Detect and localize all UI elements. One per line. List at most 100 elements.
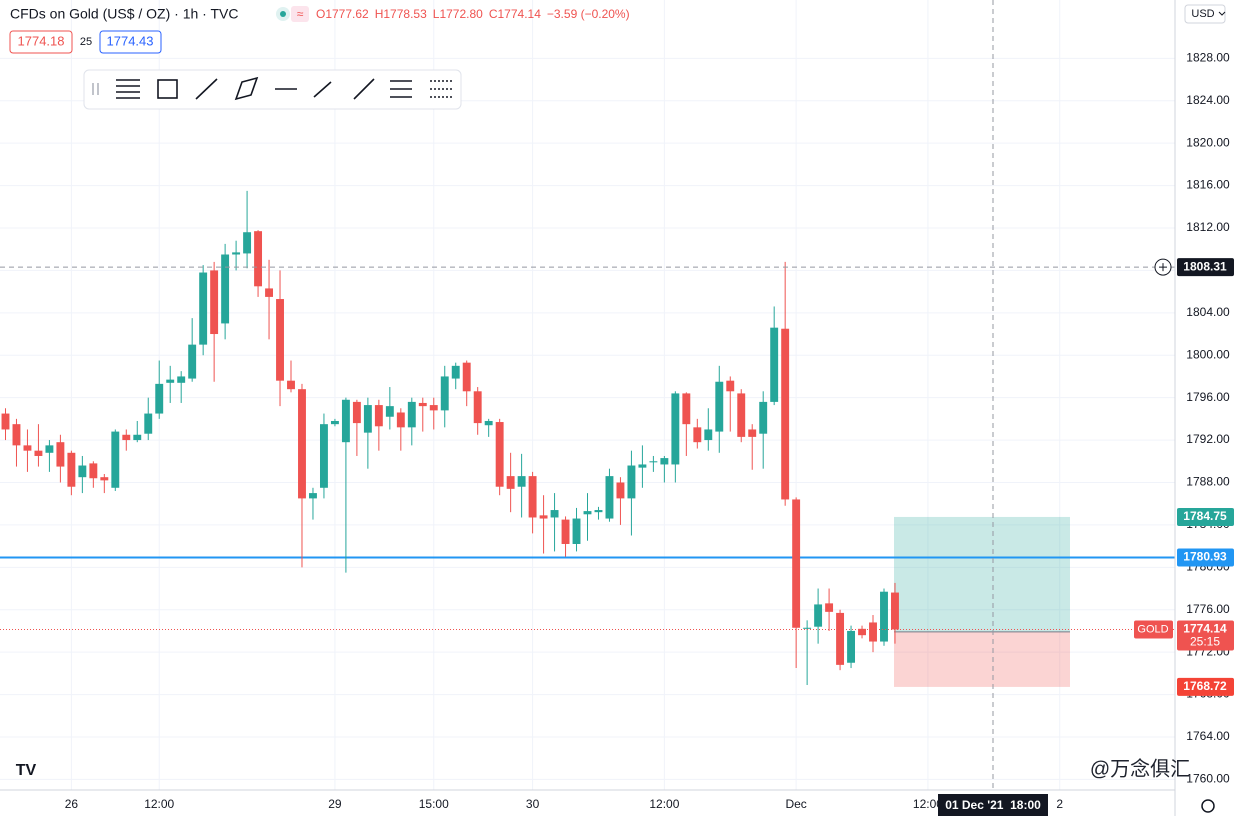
symbol-badge-bg	[1134, 620, 1173, 639]
tool-arrow[interactable]	[195, 78, 218, 100]
candle-body	[561, 519, 570, 544]
ask-price: 1774.43	[107, 33, 154, 48]
tv-logo[interactable]: TV	[16, 762, 37, 779]
candle-body	[232, 252, 241, 255]
candle-body	[638, 464, 647, 468]
toolbar-handle[interactable]	[92, 83, 99, 95]
y-tick-label: 1764.00	[1186, 729, 1230, 743]
candle-body	[396, 412, 405, 428]
settings-gear[interactable]	[1201, 799, 1215, 813]
candle-body	[495, 422, 504, 487]
candle-body	[100, 477, 109, 481]
ohlc-value: C1774.14	[489, 7, 541, 21]
target-price: 1784.75	[1183, 509, 1227, 523]
candle-body	[781, 328, 790, 500]
candle-body	[199, 272, 208, 345]
x-tick-label: 29	[328, 797, 342, 811]
y-tick-label: 1812.00	[1186, 220, 1230, 234]
candle-body	[210, 270, 219, 335]
candle-body	[1, 413, 10, 430]
tool-fib[interactable]	[390, 80, 412, 98]
candle-body	[352, 401, 361, 424]
candle-body	[221, 254, 230, 324]
last-price: 1774.14	[1183, 622, 1227, 636]
y-tick-label: 1824.00	[1186, 93, 1230, 107]
status-icon-dot	[280, 11, 286, 17]
candle-body	[858, 628, 866, 636]
watermark: @万念俱汇	[1090, 756, 1190, 780]
spread: 25	[80, 36, 92, 48]
candle-body	[89, 463, 98, 479]
currency-box[interactable]	[1184, 4, 1226, 24]
line-price-bg	[1177, 548, 1234, 567]
candle-body	[462, 362, 471, 392]
candle-body	[572, 518, 581, 544]
candle-body	[243, 232, 252, 254]
target-price-bg	[1177, 507, 1234, 526]
candle-body	[803, 627, 812, 629]
candle-body	[45, 445, 54, 453]
candle-body	[133, 434, 142, 441]
bid-box[interactable]	[9, 30, 73, 54]
candle-body	[704, 429, 713, 441]
candle-body	[583, 511, 592, 515]
candle-body	[528, 476, 537, 518]
x-tick-label: 12:00	[144, 797, 174, 811]
candle-body	[792, 499, 801, 628]
last-price-bg	[1177, 620, 1234, 651]
candle-body	[506, 476, 515, 489]
candle-body	[298, 389, 306, 499]
candle-body	[649, 461, 658, 463]
target-zone	[894, 516, 1070, 632]
candle-body	[759, 401, 768, 434]
candle-body	[78, 465, 87, 478]
tool-parallel[interactable]	[234, 76, 259, 101]
candle-body	[363, 405, 372, 433]
plot	[0, 0, 1175, 790]
candle-body	[627, 465, 636, 499]
candle-body	[737, 393, 746, 437]
bid-price: 1774.18	[18, 33, 65, 48]
x-tick-label: 30	[526, 797, 540, 811]
tool-lines[interactable]	[116, 79, 140, 99]
candle-body	[385, 406, 394, 417]
candle-body	[122, 434, 131, 441]
tool-rect[interactable]	[157, 79, 178, 99]
market-icon-glyph: ≈	[297, 7, 304, 21]
candle-body	[726, 380, 735, 392]
ohlc-value: O1777.62	[316, 7, 369, 21]
candle-body	[616, 482, 625, 499]
y-tick-label: 1792.00	[1186, 432, 1230, 446]
candle-body	[814, 604, 823, 627]
x-tick-label: Dec	[785, 797, 806, 811]
currency: USD	[1191, 8, 1214, 20]
candle-body	[254, 231, 263, 287]
ohlc-value: L1772.80	[433, 7, 483, 21]
y-tick-label: 1776.00	[1186, 602, 1230, 616]
y-tick-label: 1800.00	[1186, 347, 1230, 361]
ohlc-value: H1778.53	[375, 7, 427, 21]
y-tick-label: 1788.00	[1186, 475, 1230, 489]
candle-body	[836, 612, 845, 665]
candle-body	[715, 381, 724, 432]
candle-body	[111, 431, 120, 488]
candle-body	[341, 399, 350, 443]
ask-box[interactable]	[99, 30, 162, 54]
line-price: 1780.93	[1183, 550, 1227, 564]
axes: 1760.001764.001768.001772.001776.001780.…	[65, 50, 1234, 816]
candle-body	[682, 393, 691, 425]
candle-body	[770, 327, 779, 402]
y-tick-label: 1816.00	[1186, 178, 1230, 192]
tool-trend[interactable]	[353, 78, 375, 100]
candle-body	[287, 380, 295, 390]
crosshair-price-bg	[1177, 258, 1234, 277]
stop-price: 1768.72	[1183, 679, 1227, 693]
candle-body	[891, 592, 899, 630]
tool-path[interactable]	[313, 81, 332, 98]
change: −3.59 (−0.20%)	[547, 7, 630, 21]
x-tick-label: 12:00	[913, 797, 943, 811]
candle-body	[594, 510, 603, 513]
candle-body	[550, 510, 559, 518]
ohlc-legend: O1777.62 H1778.53 L1772.80 C1774.14 −3.59 (−…	[316, 7, 630, 21]
y-tick-label: 1796.00	[1186, 390, 1230, 404]
